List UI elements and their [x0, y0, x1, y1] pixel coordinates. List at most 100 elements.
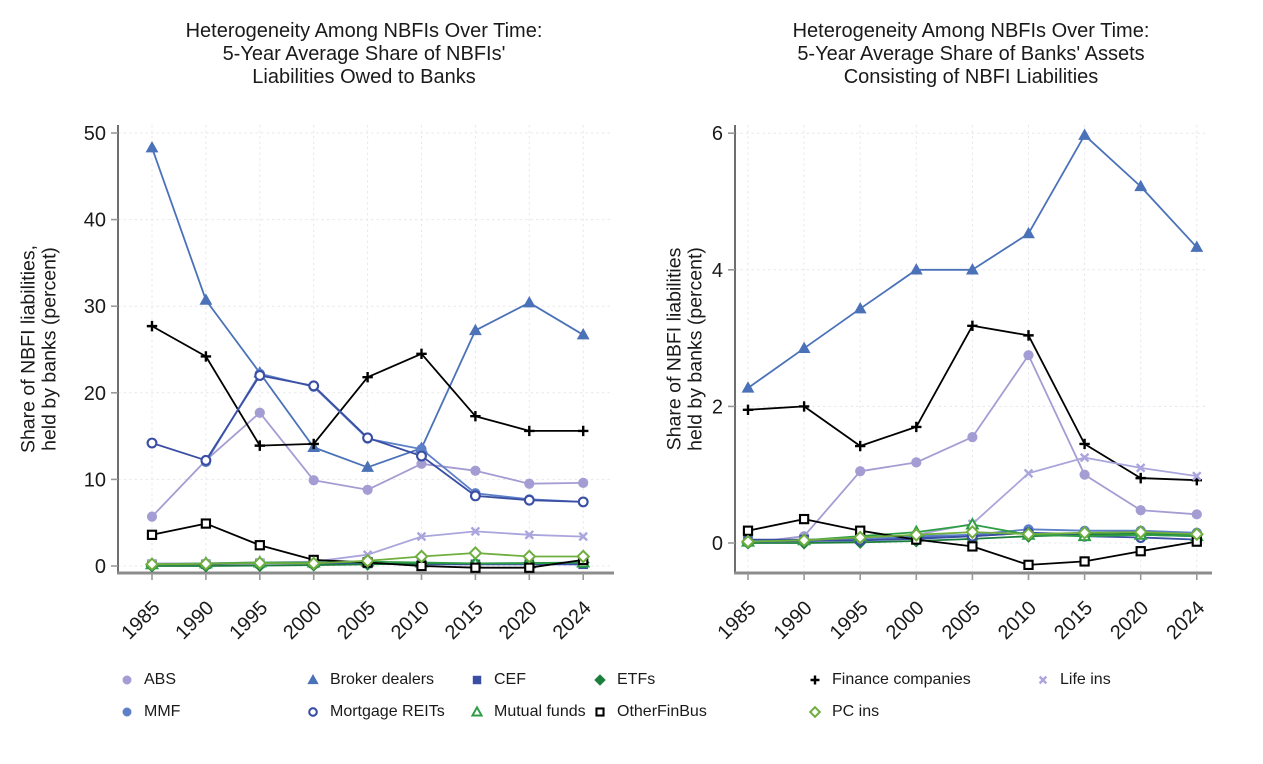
legend-label: Broker dealers	[330, 671, 435, 688]
diamond-marker	[1077, 525, 1092, 540]
square-marker	[742, 525, 754, 536]
legend-item-cef: CEF	[469, 668, 592, 692]
legend-label: Life ins	[1060, 671, 1111, 688]
diamond-marker	[853, 530, 868, 545]
right-chart-plot: 0 2 4 6 1985 1990 1995 2000 2005 2010 2015 2020 2024	[712, 123, 1212, 644]
plus-marker	[967, 320, 978, 332]
square-marker	[200, 518, 212, 529]
y-tick-label: 40	[84, 210, 106, 232]
y-tick-label: 6	[712, 123, 723, 145]
diamond-marker	[252, 555, 267, 570]
series-pc-ins	[144, 545, 591, 572]
triangle-marker	[1190, 240, 1204, 252]
right-chart-title: Heterogeneity Among NBFIs Over Time: 5-Y…	[792, 20, 1150, 89]
x-tick-label: 1990	[770, 597, 817, 644]
circle-legend-marker-icon	[308, 707, 318, 717]
plus-marker	[911, 421, 922, 433]
legend-label: ETFs	[617, 671, 656, 688]
diamond-marker	[808, 705, 822, 719]
legend-label: Finance companies	[832, 671, 971, 688]
plus-marker	[578, 425, 589, 437]
circle-legend-marker-icon	[122, 675, 132, 685]
triangle-marker	[199, 293, 213, 305]
legend-item-mortgage-reits: Mortgage REITs	[305, 700, 469, 724]
circle-marker	[524, 478, 535, 489]
series-abs	[146, 407, 589, 522]
x-marker	[1079, 452, 1090, 463]
circle-marker	[577, 496, 589, 508]
x-marker	[1023, 468, 1034, 479]
x-tick-label: 2020	[1106, 597, 1153, 644]
legend-item-life-ins: Life ins	[1035, 668, 1175, 692]
circle-legend-marker-icon	[122, 707, 132, 717]
plus-marker	[416, 348, 427, 360]
circle-marker	[362, 484, 373, 495]
x-tick-label: 2005	[333, 597, 380, 644]
x-tick-label: 1990	[171, 597, 218, 644]
circle-marker	[911, 457, 922, 468]
square-marker	[1135, 546, 1146, 557]
square-marker	[524, 562, 535, 573]
circle-marker	[362, 432, 374, 444]
legend-item-otherfinbus: OtherFinBus	[592, 700, 807, 724]
plus-marker	[254, 440, 265, 451]
right-chart: Heterogeneity Among NBFIs Over Time: 5-Y…	[640, 0, 1263, 660]
legend-label: CEF	[494, 671, 526, 688]
legend-item-abs: ABS	[119, 668, 305, 692]
x-tick-label: 2000	[882, 597, 929, 644]
series-broker-dealers	[741, 128, 1204, 393]
x-marker	[1135, 463, 1146, 473]
x-marker	[1192, 471, 1202, 481]
triangle-marker	[145, 140, 159, 153]
diamond-marker	[965, 525, 980, 540]
diamond-marker	[1189, 527, 1204, 542]
circle-marker	[967, 432, 978, 443]
y-tick-label: 50	[84, 123, 106, 145]
circle-marker	[122, 707, 132, 717]
triangle-marker	[470, 705, 484, 717]
diamond-marker	[144, 557, 160, 572]
plus-marker	[1079, 438, 1090, 450]
series-otherfinbus	[742, 513, 1202, 571]
diamond-marker	[360, 553, 375, 568]
y-tick-label: 30	[84, 296, 106, 318]
plus-marker	[146, 320, 158, 332]
legend-item-broker-dealers: Broker dealers	[305, 668, 469, 692]
circle-marker	[1079, 469, 1090, 480]
triangle-marker	[468, 323, 482, 336]
legend-item-mmf: MMF	[119, 700, 305, 724]
x-tick-label: 2005	[938, 597, 985, 644]
x-marker	[524, 530, 535, 540]
triangle-marker	[1078, 128, 1092, 140]
square-marker	[146, 529, 158, 540]
diamond-legend-marker-icon	[594, 674, 606, 686]
circle-marker	[146, 437, 158, 449]
x-tick-label: 2015	[1050, 597, 1097, 644]
x-tick-label: 2010	[387, 597, 434, 644]
plus-legend-marker-icon	[810, 675, 820, 685]
triangle-marker	[1022, 226, 1035, 239]
plus-marker	[470, 410, 481, 422]
x-marker	[1038, 675, 1048, 685]
circle-marker	[254, 370, 266, 381]
triangle-marker	[361, 460, 375, 472]
diamond-marker	[306, 556, 321, 571]
circle-marker	[308, 380, 320, 392]
diamond-marker	[740, 534, 756, 549]
square-legend-marker-icon	[472, 675, 482, 685]
x-legend-marker-icon	[1038, 675, 1048, 685]
triangle-marker	[522, 296, 536, 308]
square-marker	[967, 541, 978, 552]
left-chart: Heterogeneity Among NBFIs Over Time: 5-Y…	[0, 0, 640, 660]
plus-marker	[524, 425, 535, 437]
legend-empty-cell	[1035, 700, 1175, 724]
x-tick-label: 1995	[225, 597, 272, 644]
plus-marker	[855, 440, 866, 452]
x-marker	[578, 531, 588, 542]
circle-marker	[200, 454, 212, 466]
x-tick-label: 2024	[1162, 597, 1209, 644]
square-marker	[798, 513, 810, 525]
y-tick-label: 0	[712, 533, 723, 555]
legend-item-mutual-funds: Mutual funds	[469, 700, 592, 724]
